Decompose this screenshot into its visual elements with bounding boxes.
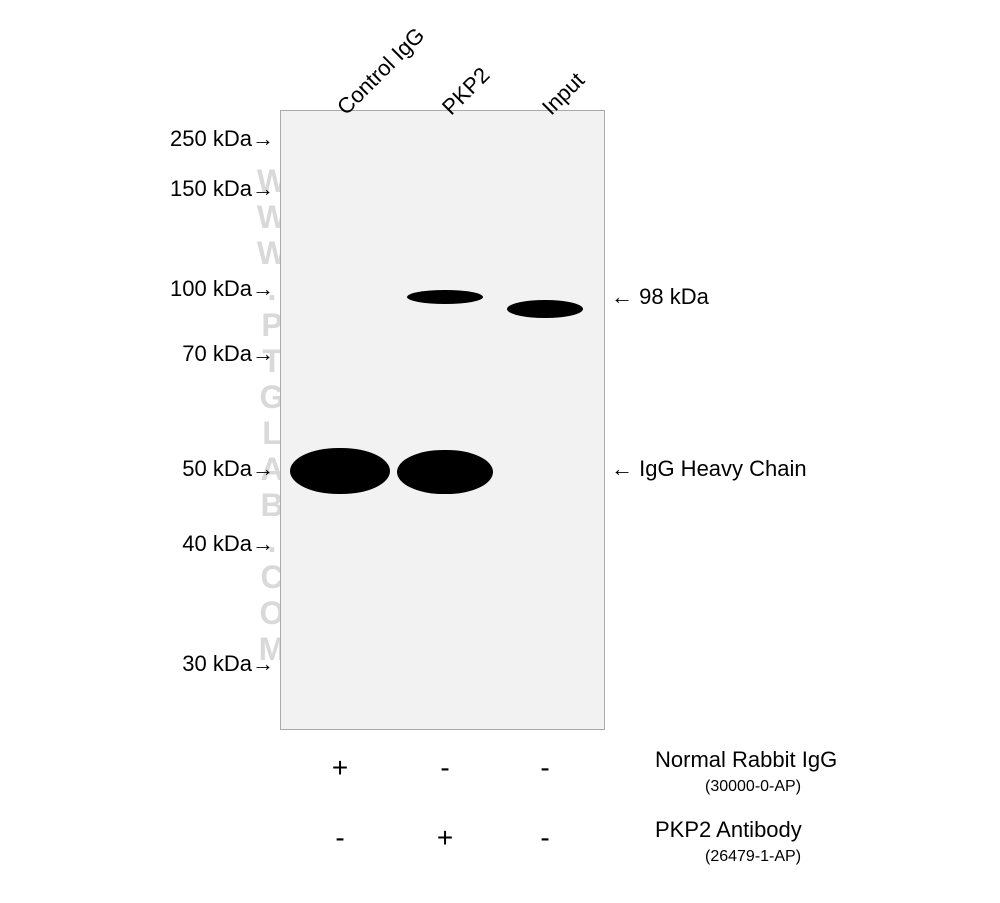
arrow-right-icon: → xyxy=(252,341,274,367)
condition-catalog: (30000-0-AP) xyxy=(705,778,801,796)
condition-catalog: (26479-1-AP) xyxy=(705,848,801,866)
condition-sign: - xyxy=(530,752,560,784)
arrow-left-icon: ← xyxy=(611,284,633,309)
arrow-right-icon: → xyxy=(252,531,274,557)
condition-label: Normal Rabbit IgG xyxy=(655,747,837,773)
arrow-left-icon: ← xyxy=(611,456,633,481)
band xyxy=(397,450,493,494)
arrow-right-icon: → xyxy=(252,176,274,202)
arrow-right-icon: → xyxy=(252,651,274,677)
mw-tick: 250 kDa→ xyxy=(0,126,274,152)
condition-sign: - xyxy=(530,822,560,854)
mw-tick: 100 kDa→ xyxy=(0,276,274,302)
western-blot-figure: WWW.PTGLAB.COMControl IgGPKP2Input250 kD… xyxy=(0,0,1000,903)
condition-sign: + xyxy=(430,822,460,854)
band xyxy=(407,290,483,304)
mw-tick: 70 kDa→ xyxy=(0,341,274,367)
condition-sign: - xyxy=(430,752,460,784)
band-annotation: ← IgG Heavy Chain xyxy=(611,456,807,482)
condition-sign: + xyxy=(325,752,355,784)
mw-tick: 50 kDa→ xyxy=(0,456,274,482)
arrow-right-icon: → xyxy=(252,456,274,482)
mw-tick: 150 kDa→ xyxy=(0,176,274,202)
band xyxy=(507,300,583,318)
blot-membrane xyxy=(280,110,605,730)
arrow-right-icon: → xyxy=(252,276,274,302)
arrow-right-icon: → xyxy=(252,126,274,152)
condition-sign: - xyxy=(325,822,355,854)
band-annotation: ← 98 kDa xyxy=(611,284,709,310)
band xyxy=(290,448,390,494)
lane-label-control-igg: Control IgG xyxy=(332,22,430,120)
mw-tick: 30 kDa→ xyxy=(0,651,274,677)
mw-tick: 40 kDa→ xyxy=(0,531,274,557)
condition-label: PKP2 Antibody xyxy=(655,817,802,843)
